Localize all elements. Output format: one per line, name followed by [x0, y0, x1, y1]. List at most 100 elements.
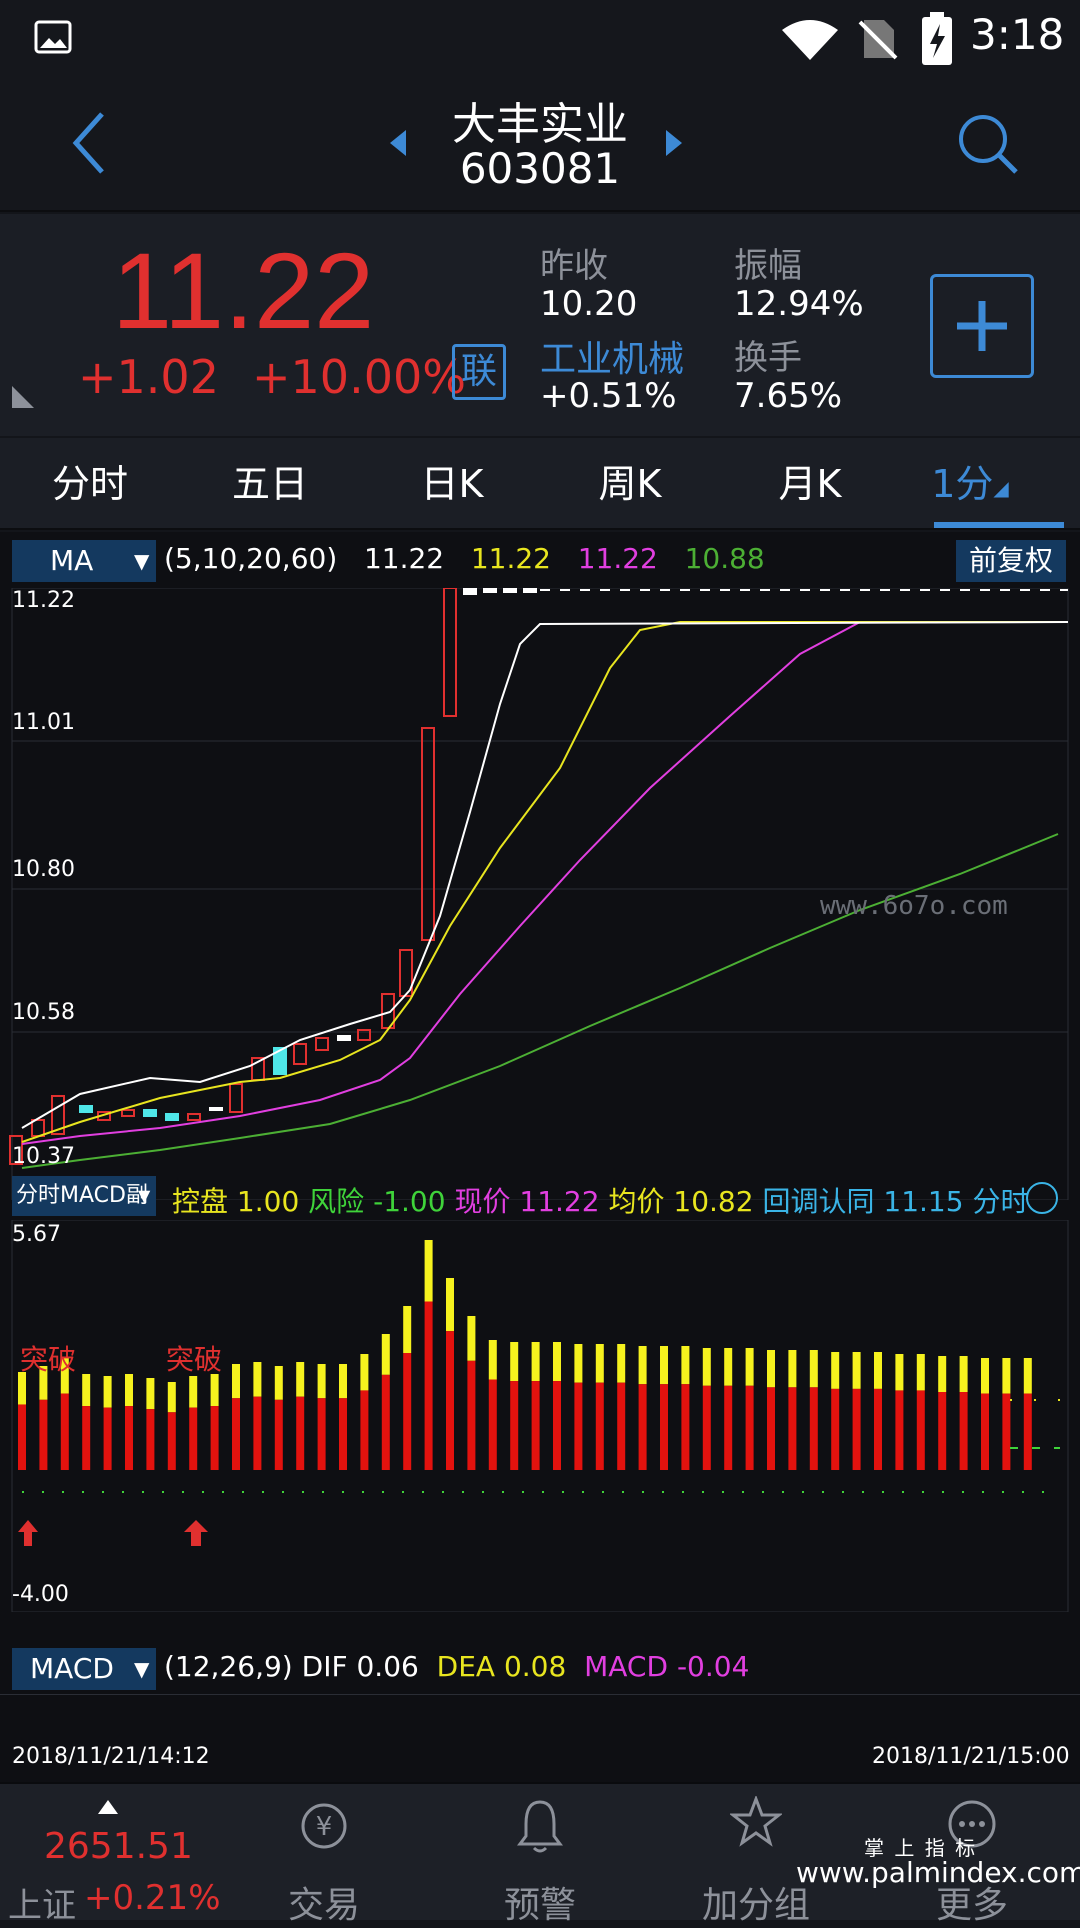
- tab-1min-label: 1分: [931, 462, 994, 506]
- indicator-bar-red: [809, 1387, 818, 1470]
- indicator-bar-yellow: [39, 1366, 48, 1400]
- price-axis-label: 11.01: [12, 710, 75, 735]
- dif-value: 0.06: [356, 1650, 419, 1683]
- candle: [315, 1037, 329, 1051]
- search-icon[interactable]: [956, 112, 1020, 176]
- candles: [9, 588, 1068, 1165]
- indicator-bar-red: [125, 1406, 133, 1470]
- tab-1min[interactable]: 1分◢: [910, 438, 1030, 530]
- dea-value: 0.08: [503, 1650, 567, 1683]
- indicator-bar-yellow: [317, 1364, 326, 1399]
- avg-label: 均价: [608, 1185, 665, 1218]
- indicator-bar-red: [360, 1390, 369, 1470]
- divider: [0, 1694, 1080, 1695]
- nav-trade[interactable]: ¥ 交易: [224, 1784, 424, 1926]
- yuan-exchange-icon: ¥: [301, 1803, 347, 1849]
- indicator-bar-yellow: [874, 1352, 882, 1389]
- indicator-bar-yellow: [446, 1278, 454, 1332]
- indicator-bar-yellow: [852, 1352, 861, 1389]
- period-tabs: 分时 五日 日K 周K 月K 1分◢: [0, 438, 1080, 530]
- wifi-icon: [782, 20, 838, 60]
- macd-selector[interactable]: MACD ▼: [12, 1648, 156, 1690]
- indicator-bar-red: [403, 1353, 412, 1470]
- tab-daily-k[interactable]: 日K: [420, 462, 484, 506]
- tab-intraday[interactable]: 分时: [51, 462, 128, 506]
- candle: [209, 1107, 223, 1111]
- price-axis-label: 10.80: [12, 857, 75, 882]
- indicator-bar-yellow: [403, 1306, 412, 1353]
- ma-legend: (5,10,20,60) 11.22 11.22 11.22 10.88: [164, 542, 765, 575]
- watermark-url: www.palmindex.com: [796, 1856, 1080, 1889]
- indicator-bar-yellow: [253, 1362, 262, 1397]
- pullback-value: 11.15: [883, 1185, 964, 1218]
- indicator-bar-red: [274, 1399, 283, 1470]
- indicator-bar-yellow: [809, 1350, 818, 1388]
- indicator-bar-red: [531, 1381, 540, 1470]
- indicator-bar-yellow: [724, 1348, 733, 1386]
- candle: [229, 1083, 243, 1113]
- indicator-bar-yellow: [424, 1240, 433, 1302]
- candle: [31, 1119, 45, 1137]
- indicator-bar-red: [146, 1409, 155, 1470]
- fenshi-label: 分时: [972, 1185, 1029, 1218]
- tab-five-day[interactable]: 五日: [231, 462, 308, 506]
- tab-weekly-k[interactable]: 周K: [598, 462, 662, 506]
- indicator-bar-red: [253, 1396, 262, 1470]
- tab-monthly-k[interactable]: 月K: [778, 462, 842, 506]
- index-change: +0.21%: [84, 1878, 221, 1918]
- ma10-value: 11.22: [470, 542, 551, 575]
- indicator-bar-red: [981, 1393, 989, 1470]
- indicator-bar-yellow: [381, 1334, 390, 1375]
- prev-close-value: 10.20: [540, 284, 638, 324]
- indicator-bar-red: [660, 1384, 668, 1470]
- indicator-bar-red: [60, 1393, 69, 1470]
- indicator-bar-yellow: [981, 1358, 989, 1394]
- indicator-bar-red: [103, 1407, 112, 1470]
- indicator-bar-yellow: [296, 1362, 305, 1397]
- indicator-bar-red: [852, 1388, 861, 1470]
- indicator-bar-yellow: [660, 1346, 668, 1385]
- kongpan-label: 控盘: [172, 1185, 229, 1218]
- indicator-bar-red: [424, 1301, 433, 1470]
- nav-add-group-label: 加分组: [701, 1885, 810, 1926]
- linked-badge[interactable]: 联: [452, 344, 506, 400]
- ma5-value: 11.22: [363, 542, 445, 575]
- no-sim-icon: [858, 20, 898, 60]
- next-stock-icon[interactable]: [664, 128, 684, 158]
- prev-stock-icon[interactable]: [388, 128, 408, 158]
- nav-more[interactable]: 更多: [872, 1784, 1072, 1926]
- indicator-bar-red: [1002, 1393, 1011, 1470]
- nav-trade-label: 交易: [287, 1885, 360, 1926]
- ma-params: (5,10,20,60): [164, 542, 338, 575]
- up-triangle-icon: [98, 1800, 118, 1814]
- sub-indicator-chart[interactable]: [0, 1220, 1080, 1612]
- nav-add-group[interactable]: 加分组: [656, 1784, 856, 1926]
- candle: [165, 1113, 179, 1121]
- adjust-button[interactable]: 前复权: [956, 540, 1066, 582]
- sector-link[interactable]: 工业机械: [540, 339, 685, 380]
- ma60-line: [21, 833, 1059, 1169]
- price-chart[interactable]: www.6o7o.com: [0, 588, 1080, 1200]
- ma20-value: 11.22: [577, 542, 658, 575]
- indicator-bar-yellow: [82, 1374, 91, 1407]
- nav-alert-label: 预警: [503, 1885, 576, 1926]
- back-icon[interactable]: [70, 110, 110, 176]
- breakout-arrow-icon: [18, 1520, 38, 1546]
- indicator-bar-red: [895, 1390, 904, 1470]
- add-watchlist-button[interactable]: [930, 274, 1034, 378]
- indicator-bar-red: [788, 1387, 797, 1470]
- sub-indicator-selector[interactable]: 分时MACD副 ▼: [12, 1176, 156, 1216]
- candle: [187, 1113, 201, 1121]
- index-ticker[interactable]: 2651.51 上证 +0.21%: [0, 1784, 221, 1926]
- candle: [463, 588, 477, 595]
- indicator-bar-yellow: [595, 1344, 604, 1383]
- settings-circle-icon[interactable]: [1024, 1180, 1060, 1216]
- turnover-value: 7.65%: [734, 376, 843, 416]
- indicator-bar-red: [446, 1331, 454, 1470]
- nav-alert[interactable]: 预警: [440, 1784, 640, 1926]
- risk-value: -1.00: [373, 1185, 446, 1218]
- stock-name: 大丰实业: [452, 99, 628, 150]
- ma-selector[interactable]: MA ▼: [12, 540, 156, 582]
- candle: [483, 588, 497, 593]
- quote-panel: 11.22 +1.02 +10.00% 联 昨收 10.20 工业机械 +0.5…: [0, 214, 1080, 436]
